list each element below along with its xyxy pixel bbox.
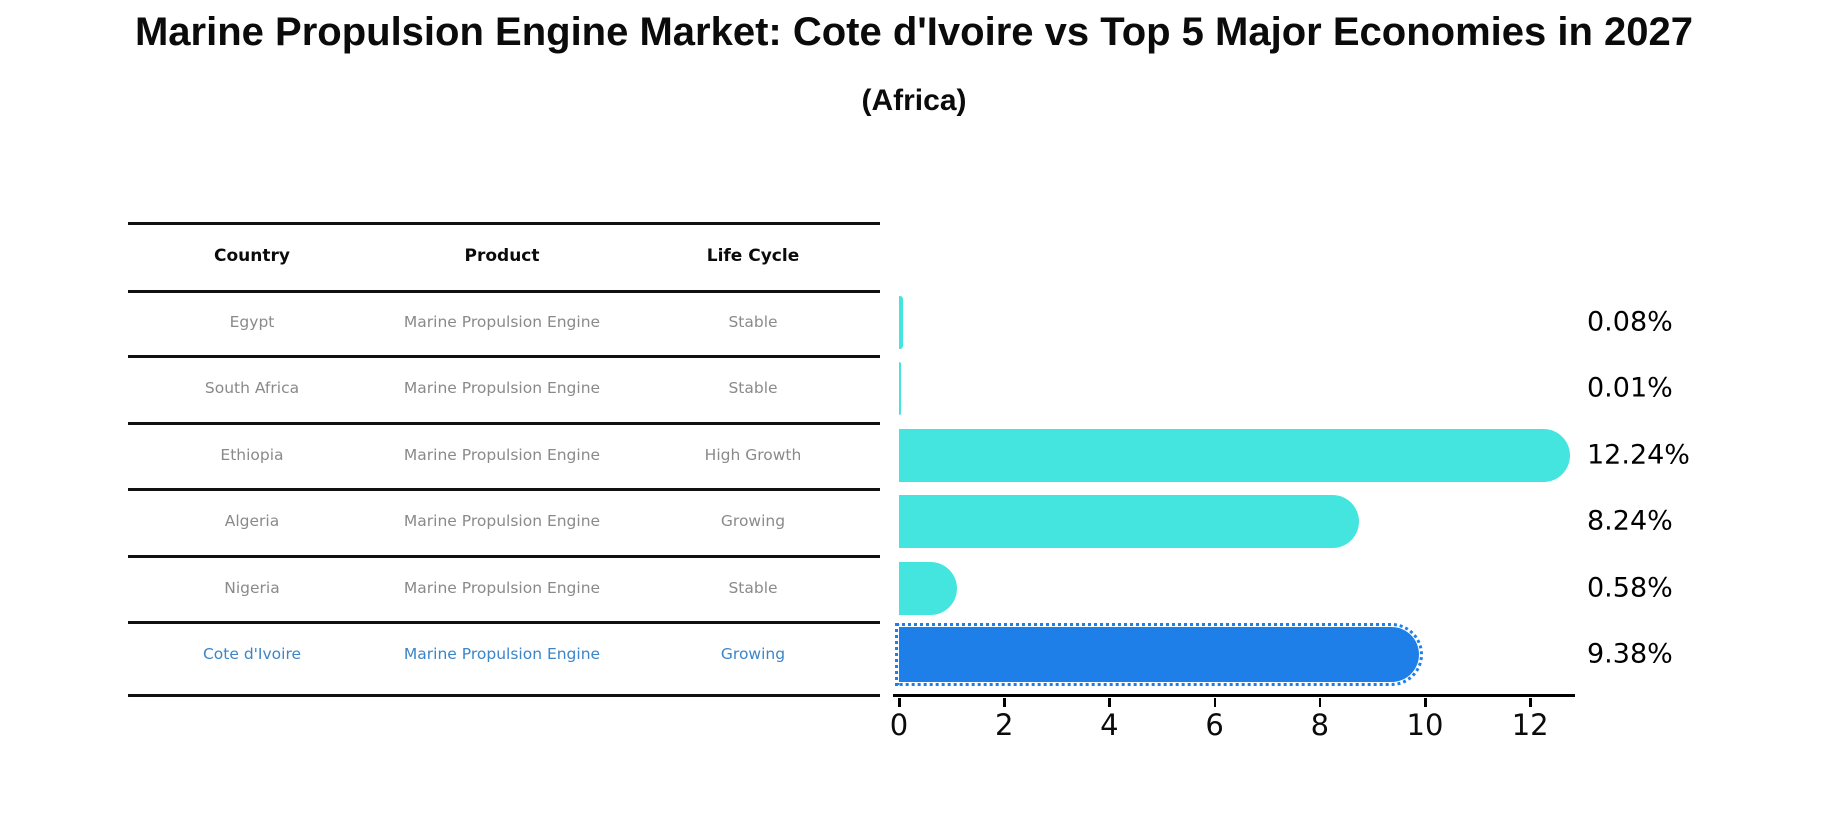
table-rule-line <box>128 694 880 697</box>
table-cell-product: Marine Propulsion Engine <box>403 645 601 663</box>
table-cell-product: Marine Propulsion Engine <box>403 512 601 530</box>
table-rule-line <box>128 290 880 293</box>
table-header-product: Product <box>464 246 540 266</box>
table-rule-line <box>128 355 880 358</box>
bar-value-label: 0.01% <box>1587 372 1673 404</box>
table-cell-country: Ethiopia <box>220 446 284 464</box>
bar-cote-d-ivoire <box>894 622 1424 686</box>
bar-ethiopia <box>899 428 1570 482</box>
table-cell-country: Cote d'Ivoire <box>202 645 302 663</box>
table-cell-country: Nigeria <box>224 579 280 597</box>
x-axis-tick-label: 0 <box>889 708 909 742</box>
x-axis-tick <box>1213 698 1217 707</box>
x-axis-tick-label: 10 <box>1406 708 1444 742</box>
x-axis-tick-label: 12 <box>1511 708 1549 742</box>
table-cell-product: Marine Propulsion Engine <box>403 579 601 597</box>
table-cell-product: Marine Propulsion Engine <box>403 313 601 331</box>
x-axis-tick <box>1318 698 1322 707</box>
table-rule-line <box>128 488 880 491</box>
table-rule-line <box>128 621 880 624</box>
x-axis-tick-label: 4 <box>1100 708 1119 742</box>
bar-value-label: 9.38% <box>1587 638 1673 670</box>
x-axis-tick-label: 2 <box>994 708 1014 742</box>
x-axis-tick <box>1108 698 1111 707</box>
table-rule-line <box>128 422 880 425</box>
x-axis-tick <box>1424 698 1427 707</box>
table-header-country: Country <box>214 246 290 266</box>
table-cell-country: Egypt <box>229 313 275 331</box>
bar-nigeria <box>899 561 957 615</box>
x-axis-tick <box>898 698 901 707</box>
table-cell-life_cycle: High Growth <box>704 446 802 464</box>
table-cell-country: Algeria <box>224 512 280 530</box>
x-axis-tick-label: 6 <box>1205 708 1224 742</box>
x-axis-tick <box>1003 698 1006 707</box>
table-cell-life_cycle: Stable <box>728 313 778 331</box>
page-title: Marine Propulsion Engine Market: Cote d'… <box>134 10 1693 54</box>
bar-egypt <box>899 295 904 349</box>
table-cell-product: Marine Propulsion Engine <box>403 379 601 397</box>
bar-value-label: 0.58% <box>1587 572 1673 604</box>
table-cell-life_cycle: Growing <box>720 645 786 663</box>
table-cell-life_cycle: Growing <box>720 512 786 530</box>
bar-value-label: 8.24% <box>1587 505 1673 537</box>
bar-south-africa <box>899 361 901 415</box>
table-rule-line <box>128 555 880 558</box>
bar-value-label: 12.24% <box>1587 439 1690 471</box>
table-cell-country: South Africa <box>204 379 300 397</box>
x-axis-line <box>893 694 1575 697</box>
bar-value-label: 0.08% <box>1587 306 1673 338</box>
table-cell-life_cycle: Stable <box>728 579 778 597</box>
table-rule-line <box>128 222 880 225</box>
bar-algeria <box>899 494 1360 548</box>
table-cell-product: Marine Propulsion Engine <box>403 446 601 464</box>
table-cell-life_cycle: Stable <box>728 379 778 397</box>
table-header-life_cycle: Life Cycle <box>706 246 800 266</box>
x-axis-tick-label: 8 <box>1310 708 1330 742</box>
x-axis-tick <box>1529 698 1532 707</box>
page-subtitle: (Africa) <box>861 84 967 117</box>
